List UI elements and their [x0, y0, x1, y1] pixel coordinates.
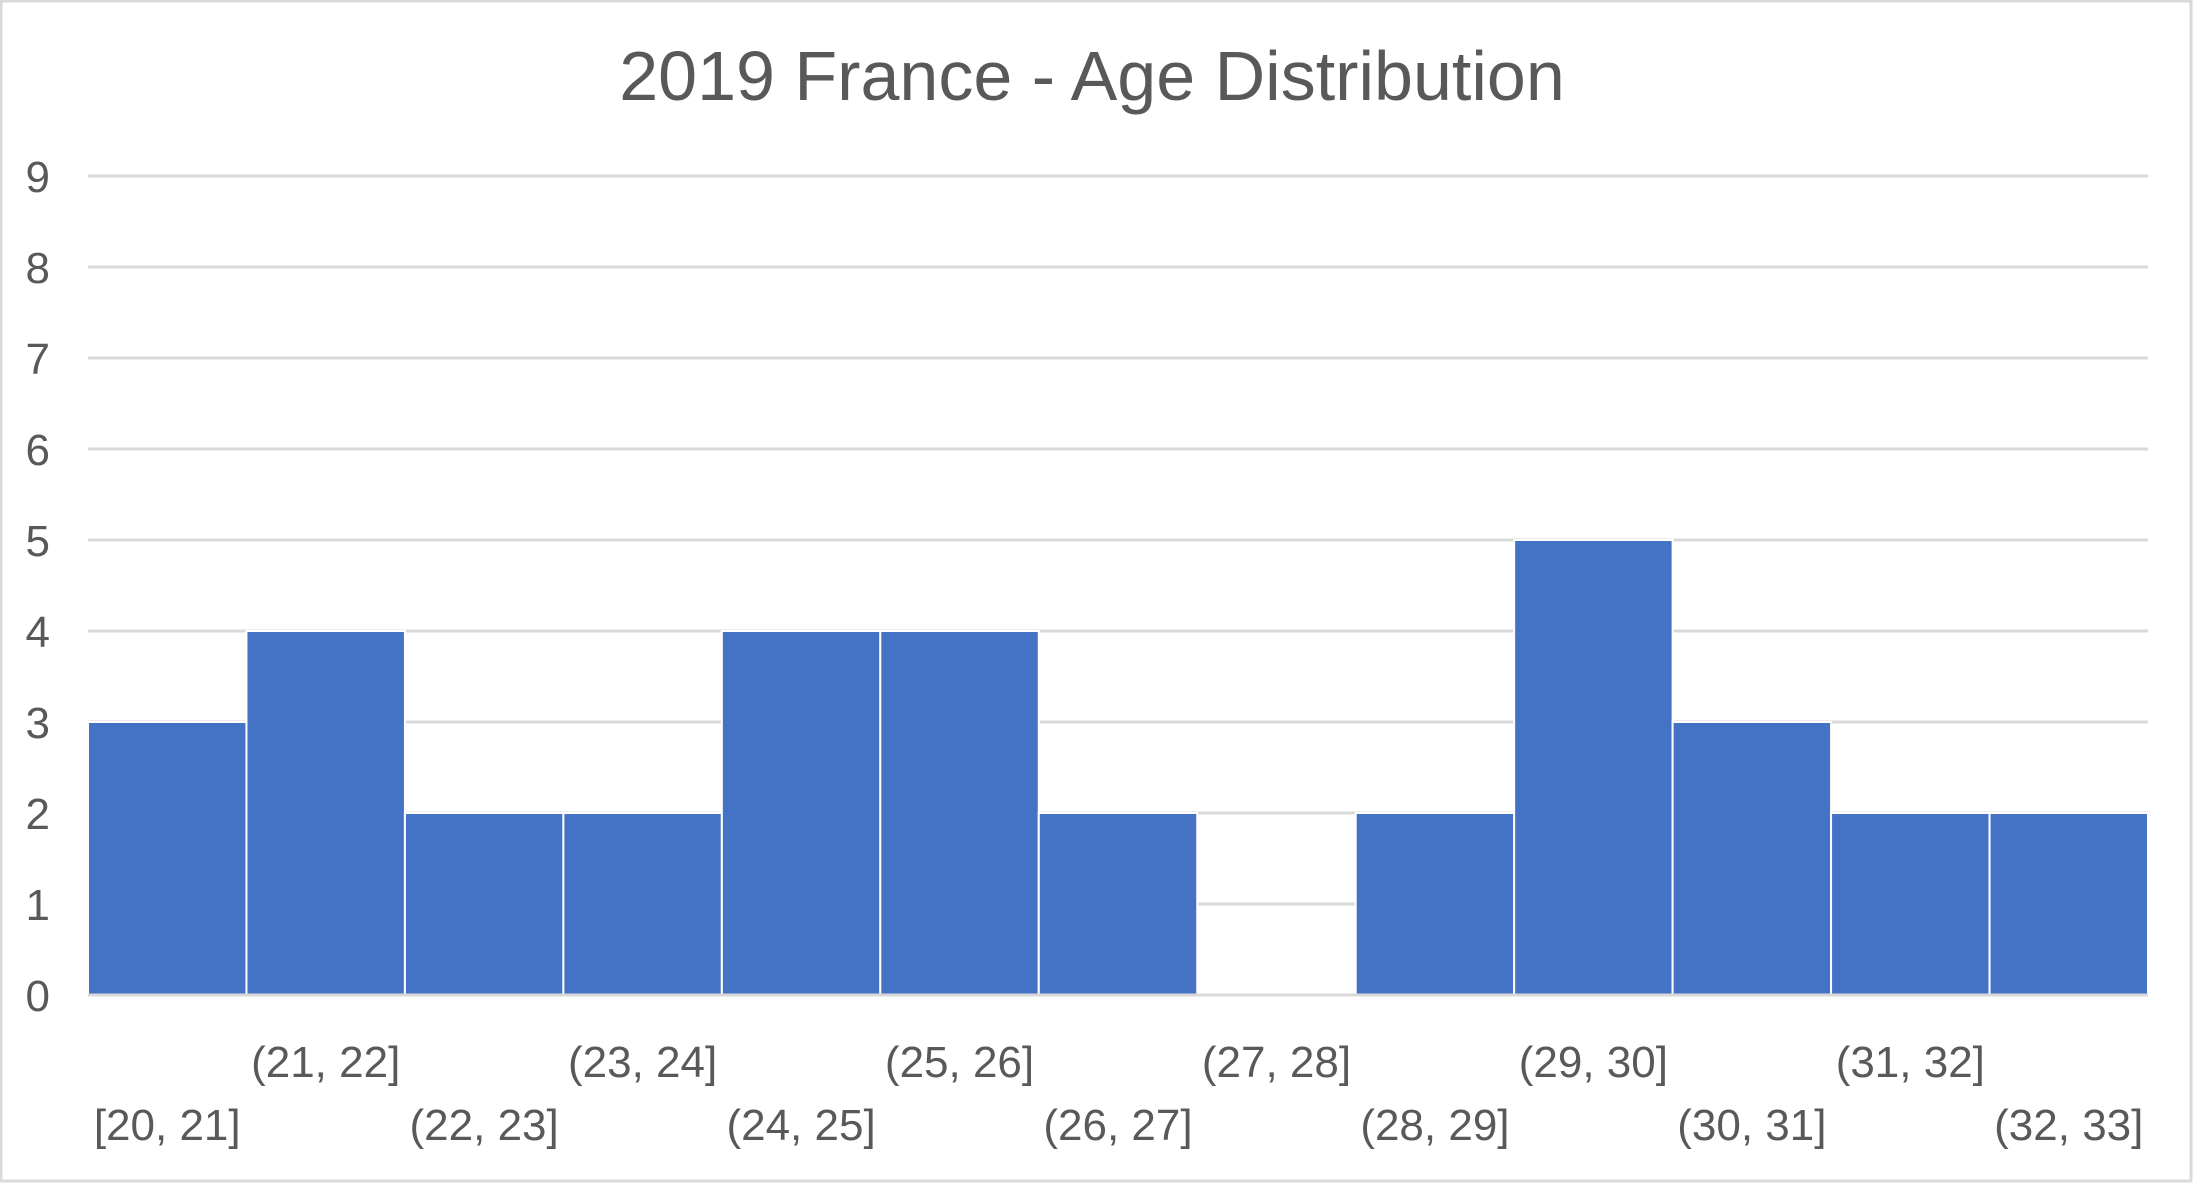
bar — [1830, 812, 1991, 996]
bar — [245, 630, 406, 996]
x-axis-tick-labels: [20, 21](21, 22](22, 23](23, 24](24, 25]… — [94, 1038, 2144, 1150]
y-axis-tick-labels: 0 1 2 3 4 5 6 7 8 9 — [26, 153, 50, 1021]
x-tick-label: (30, 31] — [1677, 1101, 1826, 1150]
y-tick-label: 1 — [26, 881, 50, 930]
bar — [720, 630, 882, 996]
bar — [1354, 812, 1516, 996]
bar — [562, 812, 723, 996]
x-tick-label: (32, 33] — [1994, 1101, 2143, 1150]
y-tick-label: 3 — [26, 699, 50, 748]
bar — [1671, 721, 1833, 996]
bars — [87, 539, 2149, 996]
y-tick-label: 2 — [26, 790, 50, 839]
x-tick-label: (28, 29] — [1360, 1101, 1509, 1150]
bar — [879, 630, 1040, 996]
bar — [1988, 812, 2149, 996]
x-tick-label: (25, 26] — [885, 1038, 1034, 1087]
x-tick-label: (23, 24] — [568, 1038, 717, 1087]
bar — [1513, 539, 1674, 996]
y-tick-label: 4 — [26, 608, 50, 657]
bar — [1037, 812, 1199, 996]
x-tick-label: (29, 30] — [1519, 1038, 1668, 1087]
bar — [87, 721, 248, 996]
y-tick-label: 7 — [26, 335, 50, 384]
x-tick-label: (26, 27] — [1043, 1101, 1192, 1150]
y-tick-label: 6 — [26, 426, 50, 475]
y-tick-label: 9 — [26, 153, 50, 202]
x-tick-label: (31, 32] — [1836, 1038, 1985, 1087]
y-tick-label: 0 — [26, 972, 50, 1021]
chart-title: 2019 France - Age Distribution — [619, 37, 1565, 115]
y-tick-label: 5 — [26, 517, 50, 566]
y-tick-label: 8 — [26, 244, 50, 293]
x-tick-label: (22, 23] — [410, 1101, 559, 1150]
x-tick-label: (24, 25] — [726, 1101, 875, 1150]
x-tick-label: (27, 28] — [1202, 1038, 1351, 1087]
x-tick-label: (21, 22] — [251, 1038, 400, 1087]
bar — [403, 812, 565, 996]
x-tick-label: [20, 21] — [94, 1101, 241, 1150]
